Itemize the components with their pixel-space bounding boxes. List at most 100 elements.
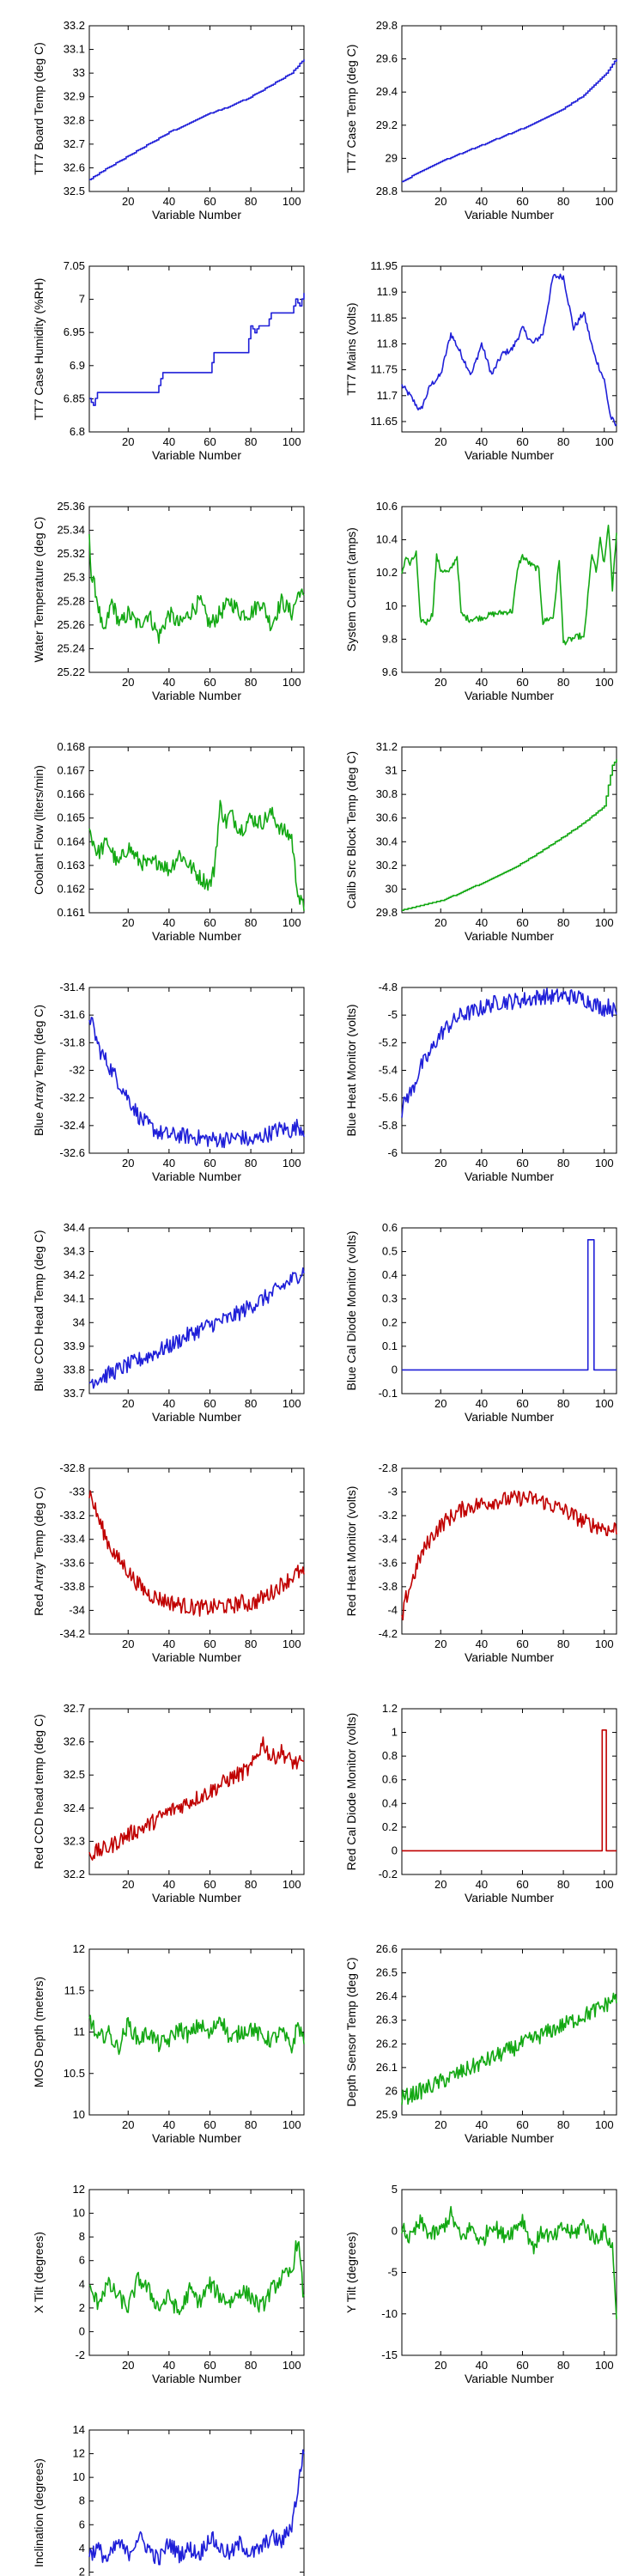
y-tick-label: 32.5 xyxy=(64,185,85,197)
x-tick-label: 60 xyxy=(204,916,216,929)
x-tick-label: 80 xyxy=(245,1637,257,1650)
plot-frame xyxy=(88,1708,305,1875)
y-tick-label: 11.95 xyxy=(370,259,398,272)
y-tick-label: 1 xyxy=(392,1726,398,1739)
series-line xyxy=(89,293,305,406)
x-tick-label: 80 xyxy=(557,1878,569,1891)
y-tick-label: -32 xyxy=(69,1064,85,1077)
chart-panel: 25.22 25.24 25.26 25.28 25.3 25.32 25.34 25.36 2… xyxy=(32,500,305,702)
x-axis-label: Variable Number xyxy=(152,689,241,702)
y-tick-label: 8 xyxy=(79,2494,85,2507)
x-tick-label: 20 xyxy=(122,435,134,448)
x-tick-label: 60 xyxy=(204,676,216,689)
plot-frame xyxy=(88,506,305,673)
plot-frame xyxy=(401,987,617,1154)
x-tick-label: 40 xyxy=(476,2359,488,2372)
x-tick-label: 20 xyxy=(434,1157,447,1170)
plot-frame xyxy=(401,25,617,192)
y-tick-label: -5.4 xyxy=(379,1064,398,1077)
y-tick-label: 6.95 xyxy=(64,325,85,338)
y-tick-label: -3 xyxy=(387,1485,398,1498)
x-tick-label: 100 xyxy=(283,435,301,448)
y-tick-label: 4 xyxy=(79,2277,85,2290)
chart-panel: 28.8 29 29.2 29.4 29.6 29.8 20 40 60 80 100 Variabl… xyxy=(344,19,617,222)
y-tick-label: 33.7 xyxy=(64,1387,85,1400)
x-tick-label: 100 xyxy=(283,1397,301,1410)
series-line xyxy=(402,1239,617,1371)
y-tick-label: -2 xyxy=(75,2348,85,2361)
y-tick-label: -3.6 xyxy=(379,1556,398,1569)
y-tick-label: -31.8 xyxy=(59,1036,85,1048)
y-tick-label: 0.4 xyxy=(382,1796,398,1809)
y-tick-label: 0.165 xyxy=(57,811,85,824)
x-tick-label: 20 xyxy=(122,676,134,689)
y-tick-label: 11.5 xyxy=(64,1984,85,1996)
y-tick-label: -5.8 xyxy=(379,1119,398,1132)
y-tick-label: 0 xyxy=(392,1844,398,1856)
x-tick-label: 60 xyxy=(204,1397,216,1410)
y-tick-label: -3.2 xyxy=(379,1509,398,1522)
y-tick-label: -33.4 xyxy=(59,1533,85,1546)
y-tick-label: 0 xyxy=(79,2324,85,2337)
y-tick-label: -32.6 xyxy=(59,1146,85,1159)
y-axis-label: X Tilt (degrees) xyxy=(32,2232,46,2313)
x-axis-label: Variable Number xyxy=(465,689,554,702)
x-tick-label: 80 xyxy=(557,1397,569,1410)
y-tick-label: 0.3 xyxy=(382,1292,398,1305)
y-tick-label: 26.3 xyxy=(376,2014,398,2026)
y-tick-label: 6.85 xyxy=(64,392,85,404)
y-tick-label: 0.164 xyxy=(57,835,85,848)
x-tick-label: 40 xyxy=(163,916,175,929)
x-tick-label: 40 xyxy=(476,195,488,208)
y-tick-label: -5 xyxy=(387,2266,398,2279)
x-tick-label: 60 xyxy=(516,435,528,448)
x-axis-label: Variable Number xyxy=(152,2372,241,2385)
x-axis-label: Variable Number xyxy=(152,448,241,462)
x-axis-label: Variable Number xyxy=(465,208,554,222)
y-tick-label: 26.5 xyxy=(376,1966,398,1979)
y-tick-label: 34.2 xyxy=(64,1268,85,1281)
x-tick-label: 80 xyxy=(245,1157,257,1170)
chart-panel: 11.65 11.7 11.75 11.8 11.85 11.9 11.95 20 40 60 80… xyxy=(344,259,617,462)
x-tick-label: 100 xyxy=(595,916,614,929)
x-axis-label: Variable Number xyxy=(465,1650,554,1664)
series-line xyxy=(89,59,305,180)
y-tick-label: 30.4 xyxy=(376,835,398,848)
plot-frame xyxy=(88,2189,305,2356)
chart-panel: 33.7 33.8 33.9 34 34.1 34.2 34.3 34.4 20 40 60 80 10… xyxy=(32,1221,305,1424)
y-tick-label: 2 xyxy=(79,2301,85,2314)
y-tick-label: 25.22 xyxy=(57,665,85,678)
y-tick-label: -4.8 xyxy=(379,981,398,993)
y-axis-label: Y Tilt (degrees) xyxy=(344,2232,358,2313)
y-tick-label: 0.5 xyxy=(382,1245,398,1258)
y-tick-label: 0.2 xyxy=(382,1820,398,1833)
y-tick-label: 10 xyxy=(73,2108,85,2121)
y-tick-label: 26.4 xyxy=(376,1990,398,2002)
x-tick-label: 80 xyxy=(557,435,569,448)
y-tick-label: -4.2 xyxy=(379,1627,398,1640)
y-tick-label: 29 xyxy=(386,151,398,164)
chart-panel: -4.2 -4 -3.8 -3.6 -3.4 -3.2 -3 -2.8 20 40 60 80 100 V… xyxy=(344,1461,617,1664)
y-tick-label: 25.32 xyxy=(57,547,85,560)
x-tick-label: 40 xyxy=(476,1878,488,1891)
x-tick-label: 20 xyxy=(122,1157,134,1170)
x-tick-label: 20 xyxy=(122,916,134,929)
y-tick-label: -6 xyxy=(387,1146,398,1159)
x-tick-label: 80 xyxy=(245,195,257,208)
x-tick-label: 80 xyxy=(245,916,257,929)
plot-frame xyxy=(401,506,617,673)
y-tick-label: -32.4 xyxy=(59,1119,85,1132)
y-tick-label: 0.2 xyxy=(382,1315,398,1328)
x-tick-label: 40 xyxy=(163,195,175,208)
y-tick-label: 25.26 xyxy=(57,618,85,631)
y-tick-label: 29.8 xyxy=(376,19,398,32)
y-tick-label: 26.1 xyxy=(376,2061,398,2074)
y-tick-label: 11 xyxy=(74,2026,86,2038)
x-tick-label: 100 xyxy=(283,1637,301,1650)
chart-panel: 29.8 30 30.2 30.4 30.6 30.8 31 31.2 20 40 60 80 100 V… xyxy=(344,740,617,943)
series-line xyxy=(402,59,617,183)
y-tick-label: 12 xyxy=(73,2447,85,2460)
x-axis-label: Variable Number xyxy=(152,1650,241,1664)
plot-frame xyxy=(401,1467,617,1635)
